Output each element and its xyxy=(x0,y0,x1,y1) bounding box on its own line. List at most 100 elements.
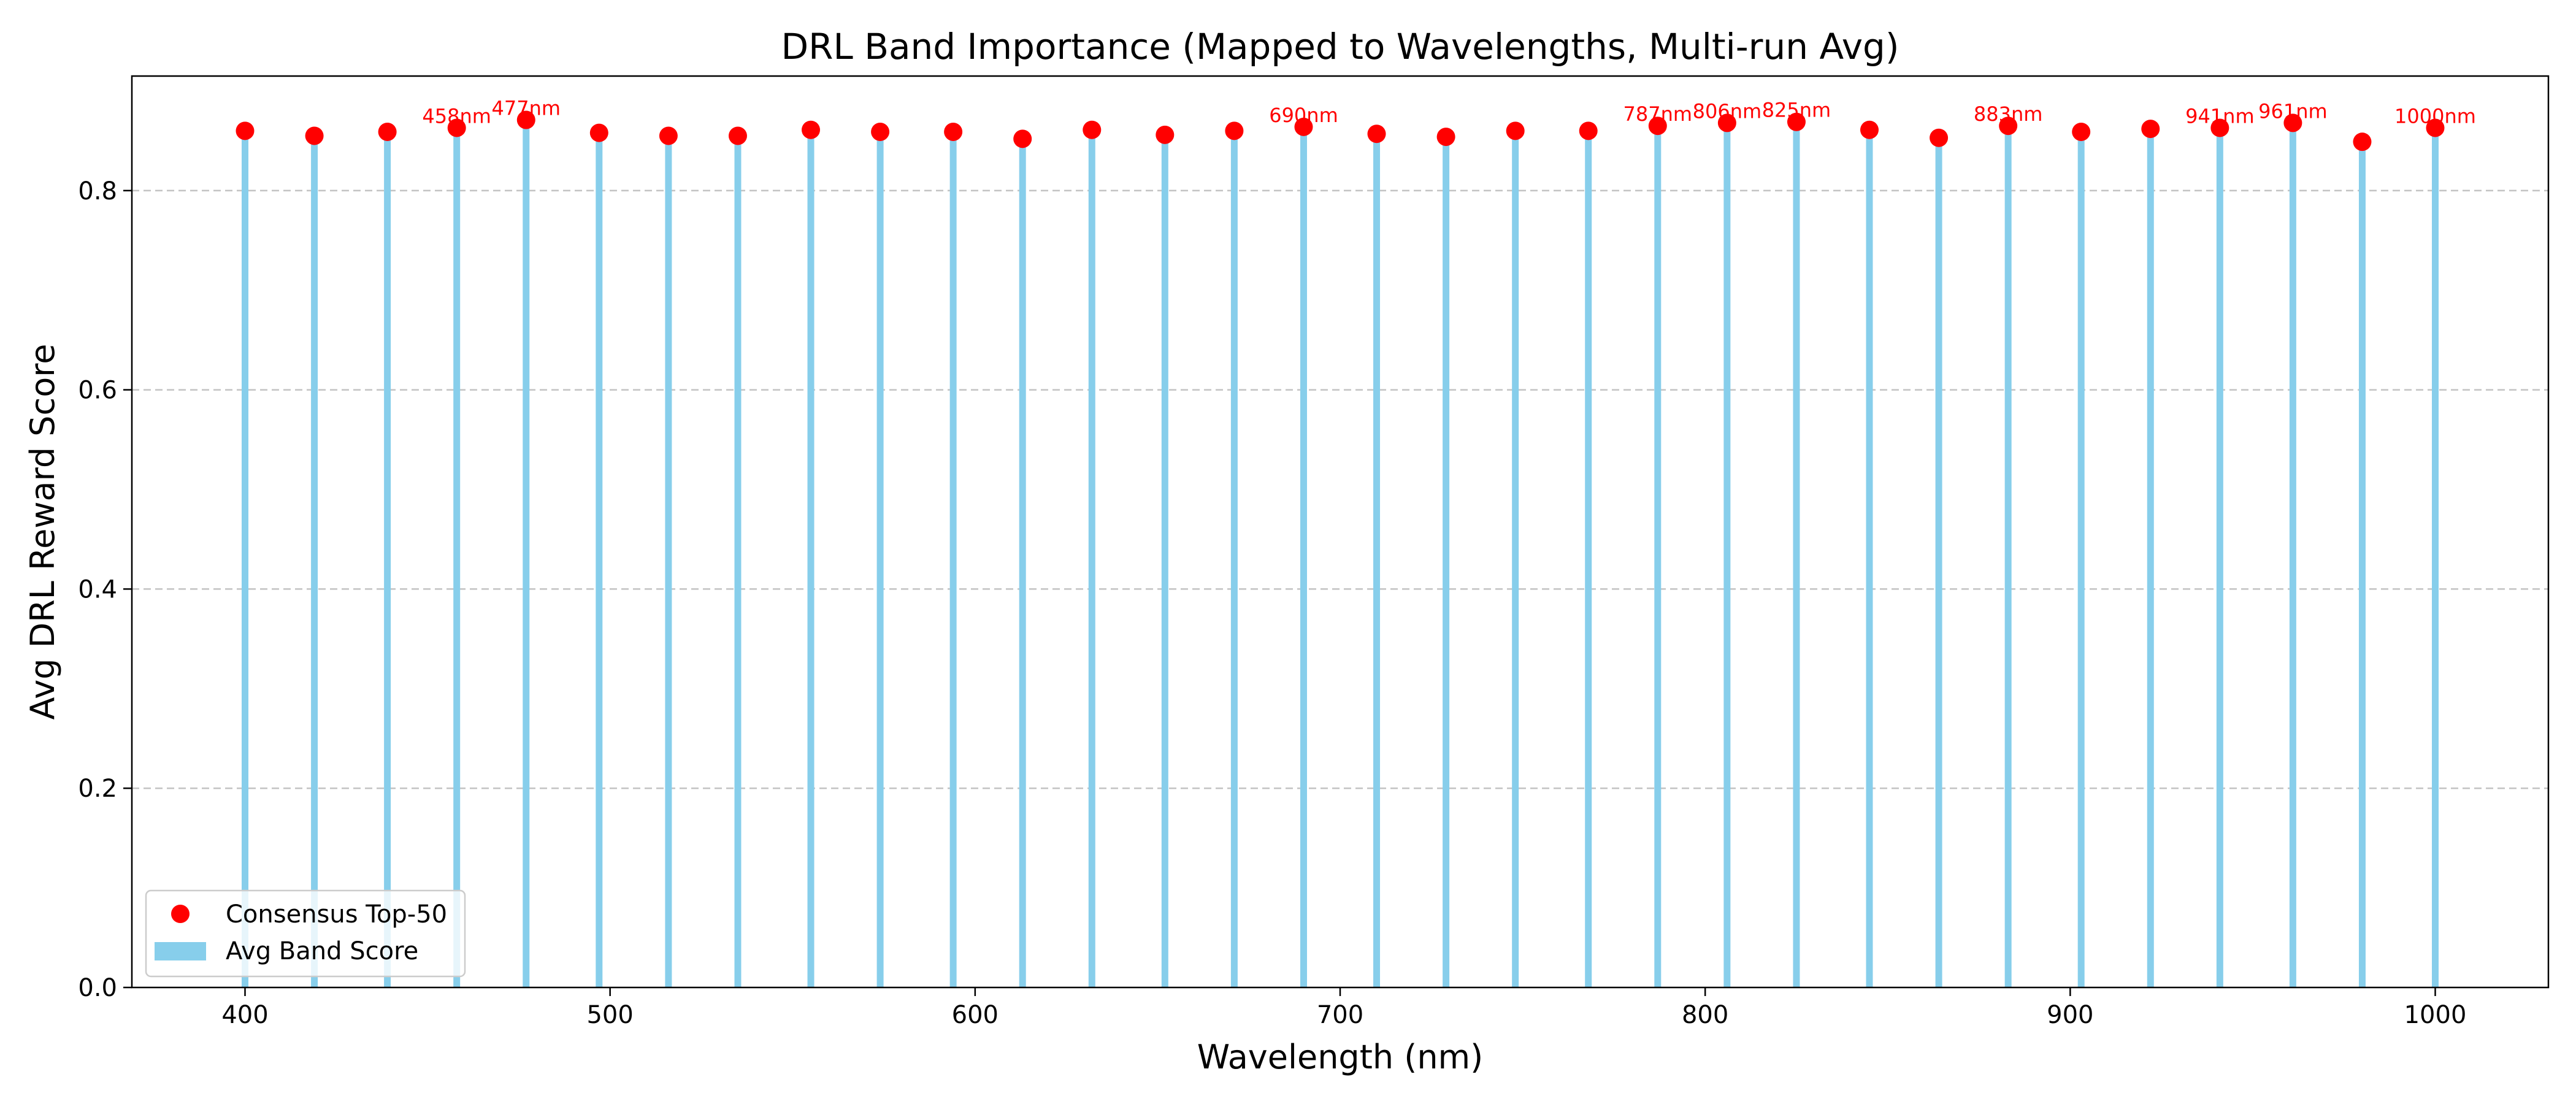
bar xyxy=(949,131,957,988)
bar xyxy=(2004,126,2012,988)
bar xyxy=(876,131,884,988)
bars xyxy=(242,120,2439,988)
data-point xyxy=(1506,121,1525,140)
annotation-label: 458nm xyxy=(422,104,491,128)
bar xyxy=(1793,121,1800,987)
data-point xyxy=(1436,128,1455,147)
data-point xyxy=(1648,117,1667,136)
annotations: 458nm 477nm 690nm 787nm 806nm 825nm 883nm 941nm… xyxy=(422,96,2476,128)
bar xyxy=(2431,128,2439,987)
x-tick-label: 800 xyxy=(1682,1001,1728,1029)
bar xyxy=(807,129,815,987)
data-point xyxy=(2141,120,2160,139)
data-point xyxy=(2283,113,2302,132)
bar xyxy=(665,136,672,987)
data-point xyxy=(1156,125,1175,144)
data-point xyxy=(1930,128,1949,147)
bar xyxy=(1088,129,1095,987)
data-point xyxy=(1083,120,1102,139)
data-point xyxy=(802,120,821,139)
x-tick-label: 900 xyxy=(2047,1001,2093,1029)
legend: Consensus Top-50 Avg Band Score xyxy=(145,889,466,978)
data-point xyxy=(728,126,747,145)
plot-frame xyxy=(131,75,2550,989)
bar xyxy=(2358,142,2366,987)
data-point xyxy=(378,122,397,141)
legend-point-marker xyxy=(171,905,190,923)
data-point xyxy=(871,122,890,141)
bar xyxy=(242,131,249,988)
bar xyxy=(1443,137,1450,988)
annotation-label: 477nm xyxy=(492,96,561,120)
grid-lines xyxy=(132,190,2548,789)
data-point xyxy=(1787,112,1806,131)
data-point xyxy=(1294,117,1313,136)
bar xyxy=(2216,128,2223,987)
legend-entry-consensus: Consensus Top-50 xyxy=(226,900,447,929)
bar xyxy=(453,128,461,987)
annotation-label: 825nm xyxy=(1762,99,1831,122)
bar xyxy=(1866,129,1873,987)
x-axis-ticks: 400 500 600 700 800 900 1000 xyxy=(221,987,2466,1029)
legend-entry-avg-band-score: Avg Band Score xyxy=(226,937,418,965)
bar xyxy=(311,136,318,987)
data-point xyxy=(944,122,963,141)
y-tick-label: 0.8 xyxy=(78,177,117,205)
x-tick-label: 700 xyxy=(1317,1001,1363,1029)
y-tick-label: 0.2 xyxy=(78,775,117,803)
bar xyxy=(2147,129,2154,987)
data-point xyxy=(1579,121,1598,140)
annotation-label: 883nm xyxy=(1974,102,2043,126)
bar xyxy=(1019,139,1026,988)
y-tick-label: 0.4 xyxy=(78,575,117,604)
data-point xyxy=(2353,132,2372,151)
bar xyxy=(596,132,603,987)
x-axis-label: Wavelength (nm) xyxy=(1197,1038,1483,1076)
data-point xyxy=(236,121,255,140)
bar xyxy=(384,131,391,988)
data-point xyxy=(589,123,608,142)
legend-bar-swatch xyxy=(155,942,206,960)
bar xyxy=(523,120,530,988)
data-point xyxy=(305,126,324,145)
annotation-label: 961nm xyxy=(2258,99,2328,123)
data-point xyxy=(1717,113,1736,132)
annotation-label: 941nm xyxy=(2185,104,2255,128)
data-point xyxy=(1999,117,2018,136)
x-tick-label: 400 xyxy=(221,1001,268,1029)
annotation-label: 806nm xyxy=(1693,99,1762,123)
data-point xyxy=(1860,120,1879,139)
points xyxy=(236,110,2445,151)
chart-title: DRL Band Importance (Mapped to Wavelengt… xyxy=(781,26,1899,67)
annotation-label: 787nm xyxy=(1623,102,1693,126)
data-point xyxy=(1225,121,1244,140)
bar xyxy=(1935,137,1942,988)
bar xyxy=(1585,131,1592,988)
data-point xyxy=(659,126,678,145)
bar xyxy=(2077,131,2085,988)
x-tick-label: 600 xyxy=(952,1001,999,1029)
bar xyxy=(734,136,742,987)
annotation-label: 690nm xyxy=(1269,104,1338,127)
bar xyxy=(1230,131,1238,988)
bar xyxy=(1373,134,1381,987)
data-point xyxy=(447,118,466,137)
data-point xyxy=(516,110,535,129)
data-point xyxy=(2426,118,2445,137)
y-tick-label: 0.0 xyxy=(78,974,117,1002)
bar xyxy=(1654,126,1662,988)
data-point xyxy=(1013,129,1032,148)
annotation-label: 1000nm xyxy=(2394,104,2476,128)
y-axis-ticks: 0.0 0.2 0.4 0.6 0.8 xyxy=(78,177,132,1002)
bar xyxy=(1723,123,1731,987)
bar xyxy=(1300,126,1307,988)
data-point xyxy=(1367,125,1386,144)
y-tick-label: 0.6 xyxy=(78,377,117,405)
y-axis-label: Avg DRL Reward Score xyxy=(23,343,62,719)
bar xyxy=(2289,123,2296,987)
data-point xyxy=(2210,118,2229,137)
legend-box xyxy=(145,889,466,978)
bar xyxy=(1512,131,1519,988)
bar xyxy=(1161,134,1168,987)
